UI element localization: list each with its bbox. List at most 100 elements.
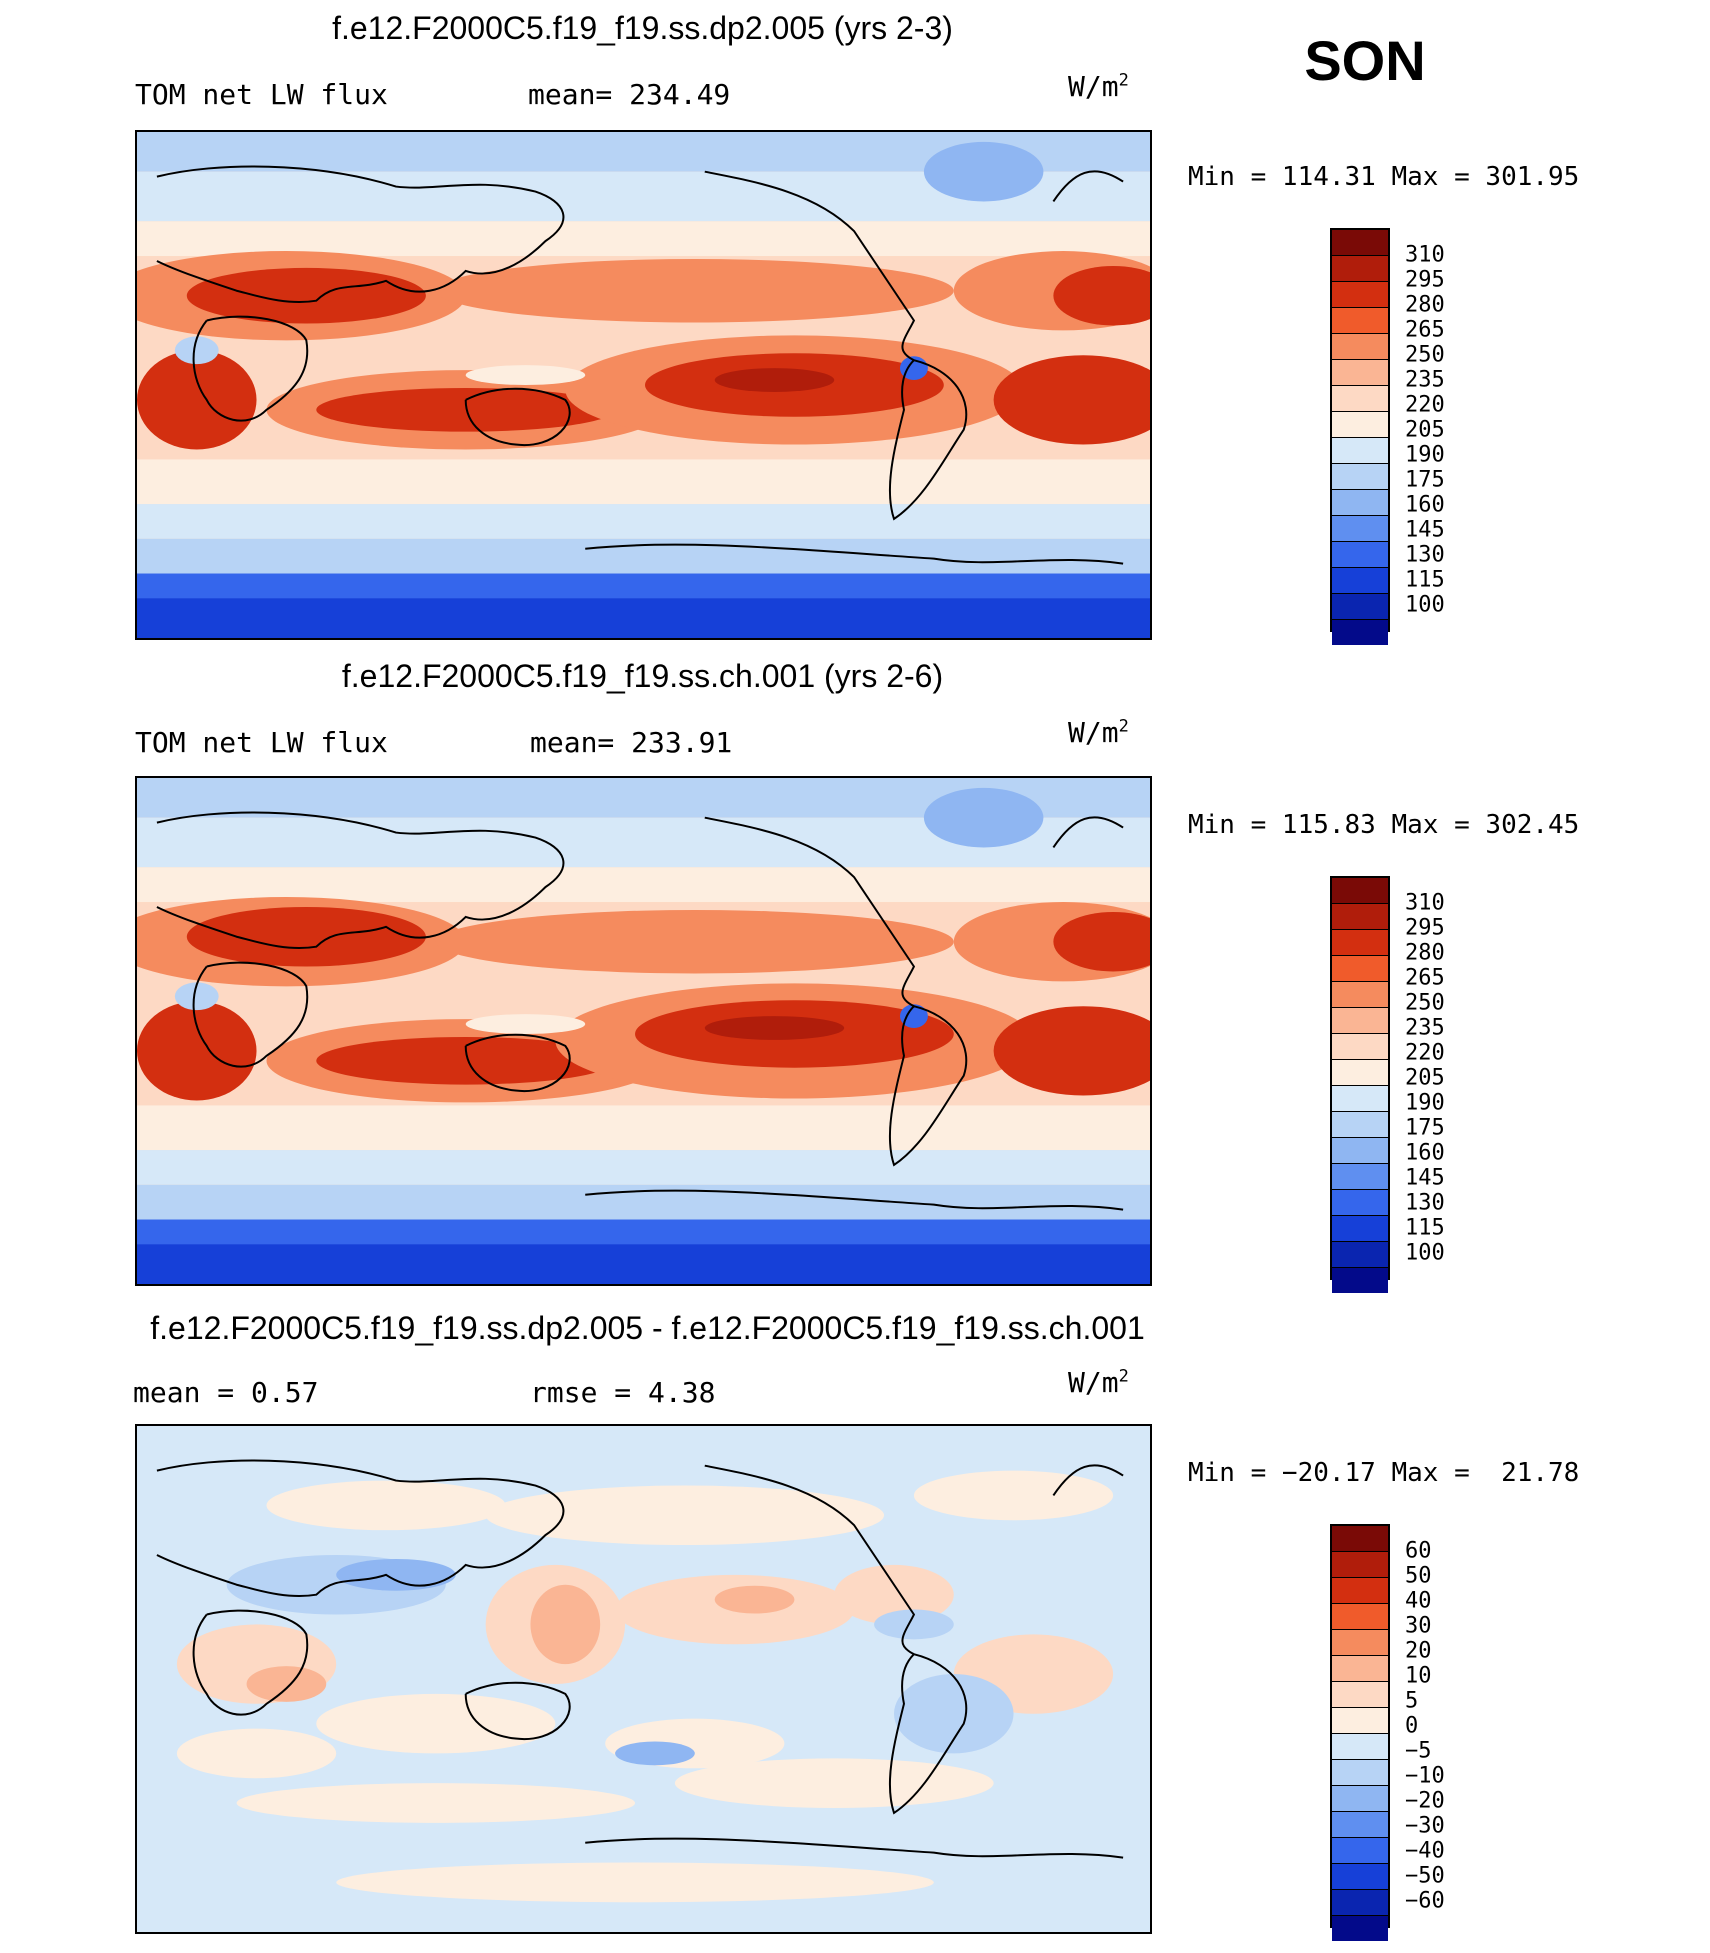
panel-1-map-svg: [137, 132, 1150, 638]
colorbar-swatch: [1332, 1785, 1388, 1811]
colorbar-swatch: [1332, 1111, 1388, 1137]
colorbar-swatch: [1332, 567, 1388, 593]
panel-1-minmax: Min = 114.31 Max = 301.95: [1188, 162, 1580, 192]
panel-2-mean-label: mean= 233.91: [530, 726, 733, 759]
panel-1-map: [135, 130, 1152, 640]
colorbar-tick-label: 235: [1405, 367, 1445, 393]
colorbar-tick-label: 265: [1405, 965, 1445, 991]
colorbar-tick-label: 190: [1405, 442, 1445, 468]
colorbar-tick-label: 160: [1405, 492, 1445, 518]
colorbar-tick-label: 130: [1405, 1190, 1445, 1216]
panel-3-units-exp: 2: [1118, 1366, 1129, 1387]
colorbar-swatch: [1332, 1085, 1388, 1111]
panel-2-map: [135, 776, 1152, 1286]
colorbar-tick-label: 100: [1405, 592, 1445, 618]
colorbar-swatch: [1332, 929, 1388, 955]
colorbar-swatch: [1332, 981, 1388, 1007]
colorbar-tick-label: −60: [1405, 1888, 1445, 1914]
colorbar-swatch: [1332, 515, 1388, 541]
colorbar-swatch: [1332, 619, 1388, 645]
colorbar-tick-label: 235: [1405, 1015, 1445, 1041]
colorbar-swatch: [1332, 1681, 1388, 1707]
colorbar-swatch: [1332, 1267, 1388, 1293]
colorbar-swatch: [1332, 1059, 1388, 1085]
panel-1-colorbar-swatches: [1332, 230, 1388, 645]
colorbar-swatch: [1332, 1033, 1388, 1059]
colorbar-tick-label: 10: [1405, 1663, 1432, 1689]
colorbar-swatch: [1332, 463, 1388, 489]
colorbar-tick-label: −50: [1405, 1863, 1445, 1889]
colorbar-swatch: [1332, 230, 1388, 255]
colorbar-swatch: [1332, 1759, 1388, 1785]
panel-2-map-svg: [137, 778, 1150, 1284]
panel-2-units-base: W/m: [1068, 716, 1119, 749]
colorbar-swatch: [1332, 1811, 1388, 1837]
colorbar-tick-label: 115: [1405, 567, 1445, 593]
colorbar-swatch: [1332, 1655, 1388, 1681]
colorbar-tick-label: 115: [1405, 1215, 1445, 1241]
colorbar-swatch: [1332, 281, 1388, 307]
colorbar-tick-label: 100: [1405, 1240, 1445, 1266]
colorbar-swatch: [1332, 307, 1388, 333]
panel-2-variable-label: TOM net LW flux: [135, 726, 388, 759]
panel-2-title: f.e12.F2000C5.f19_f19.ss.ch.001 (yrs 2-6…: [341, 658, 944, 694]
panel-2-colorbar-swatches: [1332, 878, 1388, 1293]
panel-2-units-exp: 2: [1118, 716, 1129, 737]
panel-2-colorbar: [1330, 876, 1390, 1293]
colorbar-tick-label: 250: [1405, 342, 1445, 368]
colorbar-swatch: [1332, 1215, 1388, 1241]
panel-3-map-svg: [137, 1426, 1150, 1932]
panel-3-title: f.e12.F2000C5.f19_f19.ss.dp2.005 - f.e12…: [150, 1310, 1145, 1346]
panel-3-minmax: Min = −20.17 Max = 21.78: [1188, 1458, 1580, 1488]
colorbar-tick-label: 295: [1405, 267, 1445, 293]
colorbar-tick-label: 145: [1405, 1165, 1445, 1191]
colorbar-tick-label: 175: [1405, 1115, 1445, 1141]
colorbar-swatch: [1332, 541, 1388, 567]
panel-2-units: W/m2: [1068, 716, 1129, 749]
colorbar-swatch: [1332, 333, 1388, 359]
colorbar-tick-label: 20: [1405, 1638, 1432, 1664]
panel-2-minmax: Min = 115.83 Max = 302.45: [1188, 810, 1580, 840]
colorbar-swatch: [1332, 1603, 1388, 1629]
colorbar-tick-label: 130: [1405, 542, 1445, 568]
colorbar-swatch: [1332, 437, 1388, 463]
colorbar-tick-label: 190: [1405, 1090, 1445, 1116]
colorbar-tick-label: −5: [1405, 1738, 1432, 1764]
colorbar-tick-label: 220: [1405, 392, 1445, 418]
colorbar-swatch: [1332, 489, 1388, 515]
colorbar-swatch: [1332, 1241, 1388, 1267]
colorbar-swatch: [1332, 1526, 1388, 1551]
colorbar-swatch: [1332, 1889, 1388, 1915]
colorbar-tick-label: 160: [1405, 1140, 1445, 1166]
colorbar-swatch: [1332, 1863, 1388, 1889]
panel-3-units: W/m2: [1068, 1366, 1129, 1399]
colorbar-swatch: [1332, 411, 1388, 437]
colorbar-tick-label: −40: [1405, 1838, 1445, 1864]
colorbar-swatch: [1332, 1837, 1388, 1863]
colorbar-tick-label: 310: [1405, 242, 1445, 268]
colorbar-swatch: [1332, 1707, 1388, 1733]
panel-1-variable-label: TOM net LW flux: [135, 78, 388, 111]
colorbar-swatch: [1332, 255, 1388, 281]
colorbar-tick-label: −10: [1405, 1763, 1445, 1789]
panel-1-colorbar: [1330, 228, 1390, 645]
colorbar-swatch: [1332, 903, 1388, 929]
season-title: SON: [1304, 29, 1426, 92]
colorbar-swatch: [1332, 1137, 1388, 1163]
panel-3-rmse-label: rmse = 4.38: [530, 1376, 716, 1409]
colorbar-swatch: [1332, 1733, 1388, 1759]
colorbar-tick-label: 145: [1405, 517, 1445, 543]
colorbar-tick-label: 220: [1405, 1040, 1445, 1066]
panel-3-mean-label: mean = 0.57: [133, 1376, 319, 1409]
colorbar-tick-label: 30: [1405, 1613, 1432, 1639]
colorbar-swatch: [1332, 1915, 1388, 1941]
colorbar-tick-label: −20: [1405, 1788, 1445, 1814]
panel-3-units-base: W/m: [1068, 1366, 1119, 1399]
colorbar-swatch: [1332, 359, 1388, 385]
colorbar-swatch: [1332, 593, 1388, 619]
colorbar-tick-label: 5: [1405, 1688, 1419, 1714]
colorbar-tick-label: −30: [1405, 1813, 1445, 1839]
colorbar-tick-label: 295: [1405, 915, 1445, 941]
panel-1-units-exp: 2: [1118, 70, 1129, 91]
colorbar-tick-label: 265: [1405, 317, 1445, 343]
